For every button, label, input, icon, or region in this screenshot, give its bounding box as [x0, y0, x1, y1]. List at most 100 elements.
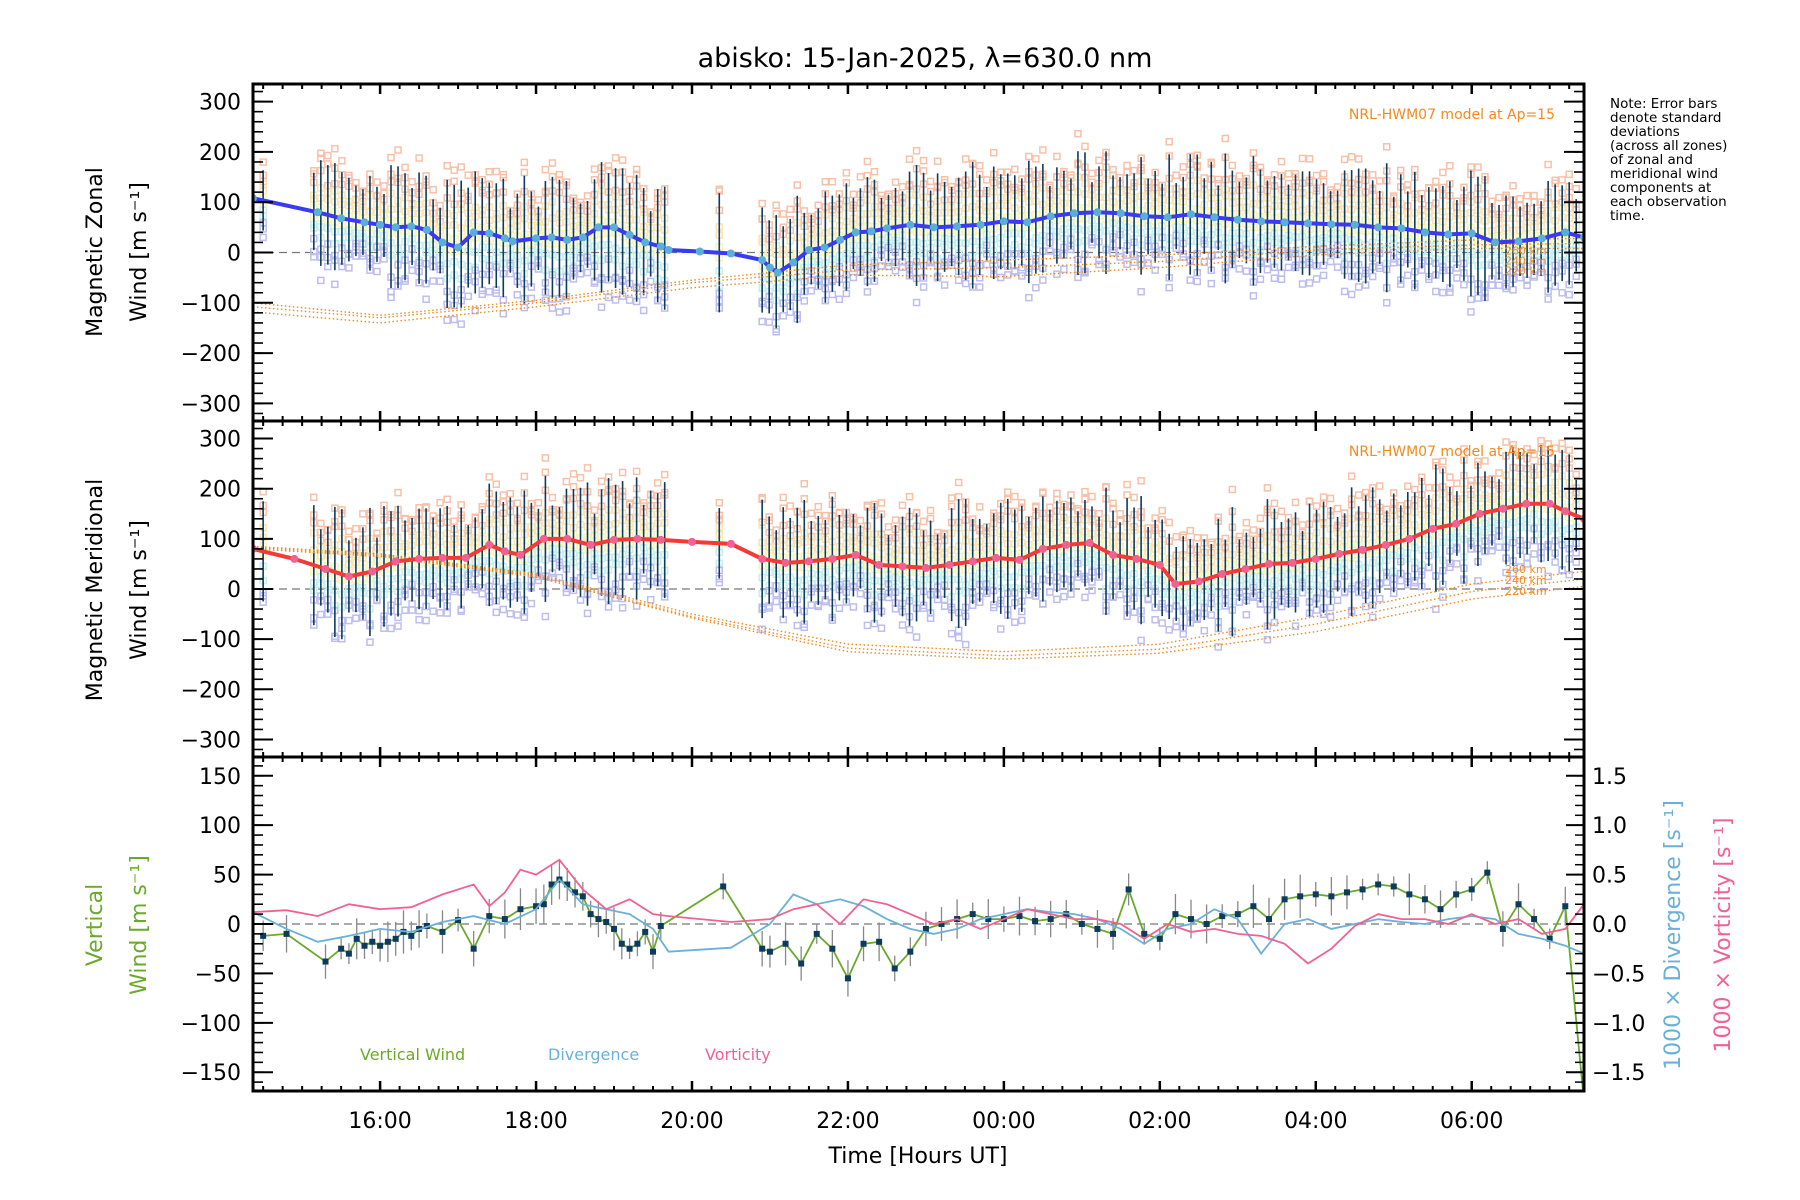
zone-marker — [338, 157, 346, 165]
mean-wind-marker — [633, 534, 642, 543]
zone-marker — [541, 612, 550, 621]
zone-marker — [513, 291, 522, 299]
zone-marker — [499, 296, 508, 304]
zone-marker — [828, 290, 837, 299]
mean-wind-marker — [695, 247, 704, 256]
zone-marker — [1277, 507, 1286, 516]
y-tick-label: −300 — [181, 728, 241, 753]
zone-marker — [1333, 504, 1342, 513]
y-tick-label: 100 — [199, 528, 241, 553]
model-label: NRL-HWM07 model at Ap=15 — [1349, 107, 1555, 123]
zone-marker — [1179, 163, 1187, 171]
note-line: components at — [1610, 180, 1711, 196]
mean-wind-marker — [773, 268, 782, 277]
zone-marker — [401, 163, 409, 172]
mean-wind-marker — [1335, 549, 1344, 558]
zone-marker — [597, 303, 606, 311]
zone-marker — [457, 320, 465, 328]
zone-marker — [646, 596, 655, 604]
mean-wind-marker — [1545, 499, 1554, 508]
zone-marker — [1558, 176, 1566, 184]
zone-marker — [548, 304, 557, 312]
mean-wind-marker — [1405, 534, 1414, 543]
zone-marker — [618, 468, 627, 477]
zone-marker — [1523, 560, 1531, 568]
y-tick-label: −100 — [181, 292, 241, 317]
zone-marker — [1572, 558, 1580, 566]
zone-marker — [919, 283, 928, 291]
zone-marker — [1572, 184, 1580, 193]
zone-marker — [415, 154, 423, 162]
zone-marker — [1565, 446, 1573, 455]
zone-marker — [1151, 616, 1159, 624]
zone-marker — [1165, 626, 1173, 634]
zone-marker — [715, 185, 724, 194]
zone-marker — [562, 588, 571, 597]
zone-marker — [1200, 258, 1209, 266]
zone-marker — [1558, 439, 1566, 448]
zone-marker — [912, 633, 921, 641]
model-label: NRL-HWM07 model at Ap=15 — [1349, 444, 1555, 460]
zone-marker — [997, 273, 1005, 282]
zone-marker — [1151, 266, 1159, 274]
zone-marker — [835, 295, 844, 303]
mean-wind-marker — [1070, 209, 1079, 218]
mean-wind-marker — [337, 214, 346, 223]
zone-marker — [1460, 445, 1468, 453]
note-line: time. — [1610, 208, 1645, 224]
zone-marker — [1467, 308, 1475, 316]
zone-marker — [632, 165, 641, 174]
zone-marker — [1509, 286, 1517, 294]
zone-marker — [1011, 618, 1019, 626]
zone-marker — [534, 499, 543, 507]
mean-wind-marker — [376, 220, 385, 229]
zone-marker — [1467, 163, 1475, 171]
zone-marker — [625, 175, 634, 184]
zone-marker — [1495, 543, 1503, 551]
zone-marker — [1446, 162, 1454, 170]
mean-wind-marker — [586, 540, 595, 549]
chart-title: abisko: 15-Jan-2025, λ=630.0 nm — [698, 43, 1153, 74]
zone-marker — [1439, 288, 1447, 297]
zone-marker — [1158, 619, 1166, 627]
zone-marker — [604, 603, 613, 611]
zone-marker — [1165, 283, 1173, 292]
zone-marker — [1179, 630, 1187, 638]
zone-marker — [1305, 279, 1314, 287]
zone-marker — [317, 519, 325, 528]
zone-marker — [618, 156, 627, 164]
zone-marker — [1270, 618, 1279, 627]
zone-marker — [1046, 503, 1054, 511]
zone-marker — [1004, 488, 1012, 496]
zone-marker — [478, 590, 486, 598]
zone-marker — [1502, 438, 1510, 446]
zone-marker — [1404, 181, 1412, 189]
mean-wind-marker — [1350, 220, 1359, 229]
mean-wind-marker — [469, 228, 478, 237]
zone-marker — [1319, 271, 1328, 280]
zone-marker — [1291, 622, 1300, 630]
mean-wind-marker — [532, 234, 541, 243]
mean-wind-marker — [1264, 559, 1273, 568]
zone-marker — [1144, 259, 1152, 267]
zone-marker — [1319, 170, 1328, 178]
mean-wind-marker — [290, 554, 299, 563]
zone-marker — [457, 607, 465, 615]
mean-wind-marker — [1038, 544, 1047, 553]
zone-marker — [520, 168, 529, 177]
mean-wind-marker — [1132, 554, 1141, 563]
zone-marker — [898, 621, 907, 629]
zone-marker — [639, 306, 648, 315]
y-tick-label: 0 — [227, 242, 241, 267]
zone-marker — [1446, 563, 1454, 572]
note-line: (across all zones) — [1610, 138, 1727, 154]
zone-marker — [919, 517, 928, 526]
zone-marker — [429, 607, 437, 615]
mean-wind-marker — [656, 242, 665, 251]
zone-marker — [1109, 499, 1117, 508]
zone-marker — [1207, 611, 1216, 619]
zone-marker — [1074, 504, 1082, 513]
zone-marker — [1572, 470, 1580, 479]
mean-wind-marker — [765, 263, 774, 272]
observation-points — [259, 129, 1580, 336]
